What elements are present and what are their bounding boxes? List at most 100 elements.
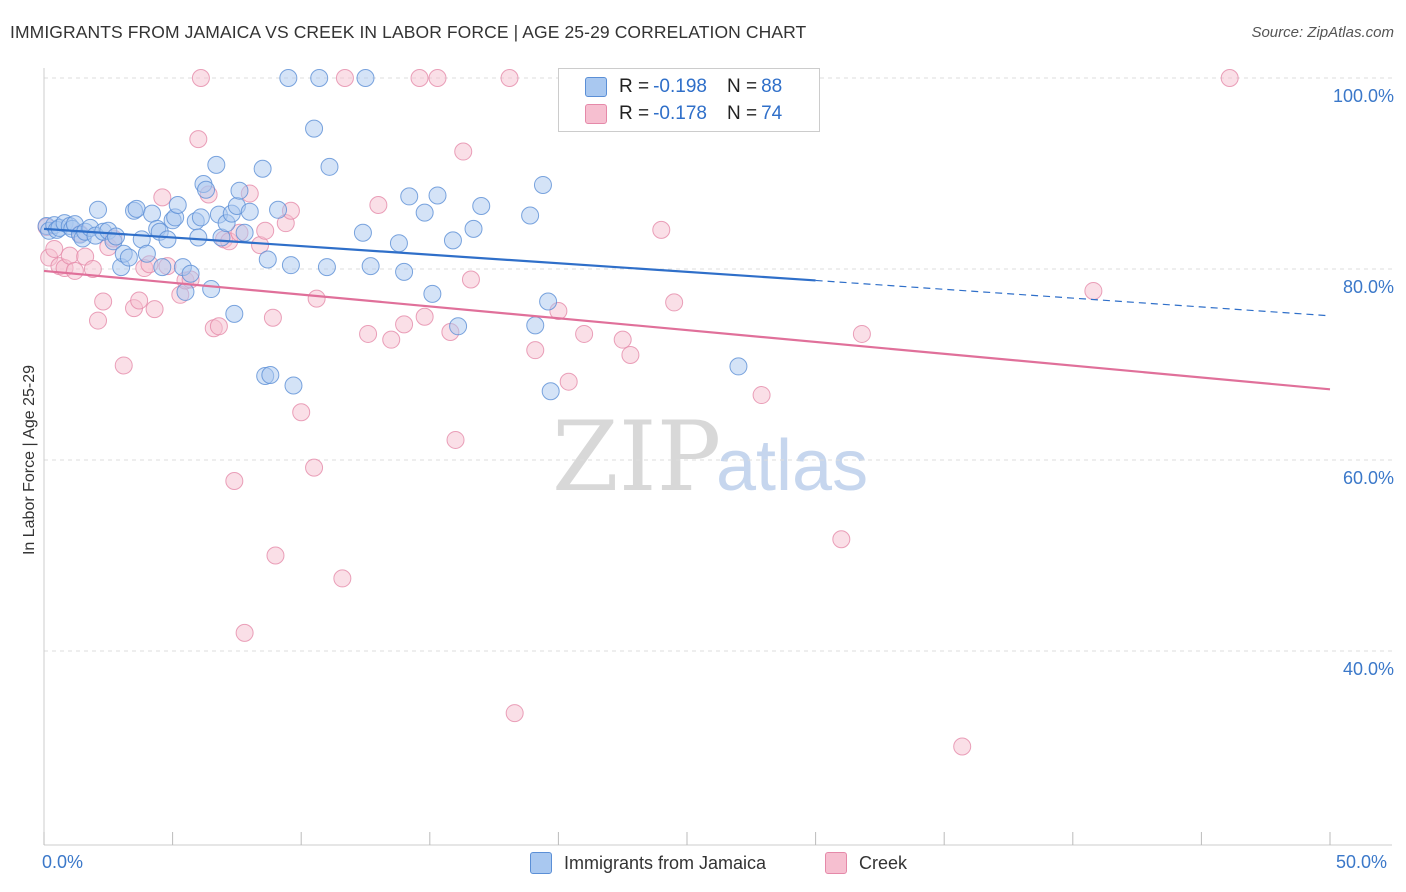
watermark-zip: ZIP: [552, 401, 721, 513]
bottom-swatch-jamaica: [530, 852, 552, 874]
x-tick-min: 0.0%: [42, 852, 84, 872]
jamaica-point: [449, 317, 468, 336]
jamaica-point: [235, 223, 254, 242]
creek-point: [305, 458, 324, 477]
creek-point: [1084, 281, 1103, 300]
jamaica-point: [107, 227, 126, 246]
legend-n-label: N =: [726, 76, 758, 97]
jamaica-point: [533, 175, 552, 194]
legend-r-label: R =: [619, 76, 650, 97]
axes: [43, 68, 1392, 846]
creek-point: [446, 430, 465, 449]
jamaica-point: [443, 231, 462, 250]
legend-n-value: 88: [761, 76, 783, 97]
creek-point: [369, 196, 388, 215]
creek-point: [94, 292, 113, 311]
jamaica-point: [261, 366, 280, 385]
creek-point: [395, 315, 414, 334]
chart-title: IMMIGRANTS FROM JAMAICA VS CREEK IN LABO…: [10, 22, 807, 42]
jamaica-point: [353, 223, 372, 242]
creek-trend-line: [43, 269, 1331, 391]
creek-point: [613, 330, 632, 349]
jamaica-point: [415, 203, 434, 222]
jamaica-point: [428, 186, 447, 205]
jamaica-point: [472, 196, 491, 215]
bottom-legend-label: Immigrants from Jamaica: [564, 852, 767, 873]
legend-n-value: 74: [761, 103, 783, 124]
creek-point: [415, 307, 434, 326]
creek-point: [225, 472, 244, 491]
correlation-legend: R = -0.198 N = 88 R = -0.178 N = 74: [558, 68, 820, 132]
creek-point: [461, 270, 480, 289]
jamaica-point: [119, 248, 138, 267]
legend-swatch-jamaica: [585, 77, 607, 97]
creek-point: [256, 221, 275, 240]
creek-point: [307, 289, 326, 308]
jamaica-trend-extension: [815, 279, 1331, 317]
jamaica-point: [207, 155, 226, 174]
legend-swatch-creek: [585, 104, 607, 124]
creek-point: [752, 386, 771, 405]
jamaica-point: [158, 230, 177, 249]
jamaica-point: [225, 304, 244, 323]
jamaica-point: [541, 382, 560, 401]
jamaica-point: [279, 69, 298, 87]
jamaica-point: [143, 204, 162, 223]
jamaica-point: [317, 258, 336, 277]
jamaica-point: [320, 157, 339, 176]
bottom-legend-creek: Creek: [825, 852, 907, 874]
jamaica-point: [423, 284, 442, 303]
legend-n-label: N =: [726, 103, 758, 124]
creek-point: [209, 317, 228, 336]
y-tick-label: 40.0%: [1342, 659, 1394, 679]
creek-point: [410, 69, 429, 87]
bottom-swatch-creek: [825, 852, 847, 874]
creek-point: [153, 188, 172, 207]
bottom-legend-label: Creek: [859, 852, 908, 873]
legend-r-value: -0.198: [653, 76, 707, 97]
creek-point: [526, 341, 545, 360]
jamaica-point: [310, 69, 329, 87]
creek-point: [359, 324, 378, 343]
creek-point: [652, 220, 671, 239]
watermark-atlas: atlas: [716, 426, 868, 506]
creek-point: [575, 324, 594, 343]
creek-point: [505, 704, 524, 723]
jamaica-point: [168, 196, 187, 215]
creek-point: [428, 69, 447, 87]
legend-row-creek: R = -0.178 N = 74: [585, 102, 782, 126]
creek-point: [263, 308, 282, 327]
jamaica-point: [202, 280, 221, 299]
jamaica-point: [89, 200, 108, 219]
grid-lines: [44, 77, 1392, 652]
legend-row-jamaica: R = -0.198 N = 88: [585, 75, 782, 99]
creek-point: [191, 69, 210, 87]
creek-point: [382, 330, 401, 349]
creek-point: [65, 261, 84, 280]
creek-point: [1220, 69, 1239, 87]
creek-point: [60, 246, 79, 265]
y-tick-label: 80.0%: [1342, 277, 1394, 297]
jamaica-point: [464, 219, 483, 238]
jamaica-point: [395, 262, 414, 281]
jamaica-point: [521, 206, 540, 225]
jamaica-point: [729, 357, 748, 376]
creek-point: [83, 260, 102, 278]
jamaica-point: [389, 234, 408, 253]
creek-point: [89, 311, 108, 330]
jamaica-point: [230, 181, 249, 200]
creek-point: [621, 345, 640, 364]
jamaica-point: [361, 257, 380, 276]
creek-point: [145, 300, 164, 319]
creek-point: [500, 69, 519, 87]
trend-lines: [43, 227, 1331, 391]
jamaica-point: [400, 187, 419, 206]
jamaica-point: [356, 69, 375, 87]
jamaica-point: [284, 376, 303, 395]
source-label: Source: ZipAtlas.com: [1251, 24, 1394, 41]
x-tick-max: 50.0%: [1336, 852, 1388, 872]
jamaica-point: [127, 199, 146, 218]
creek-point: [292, 403, 311, 422]
jamaica-point: [197, 180, 216, 199]
